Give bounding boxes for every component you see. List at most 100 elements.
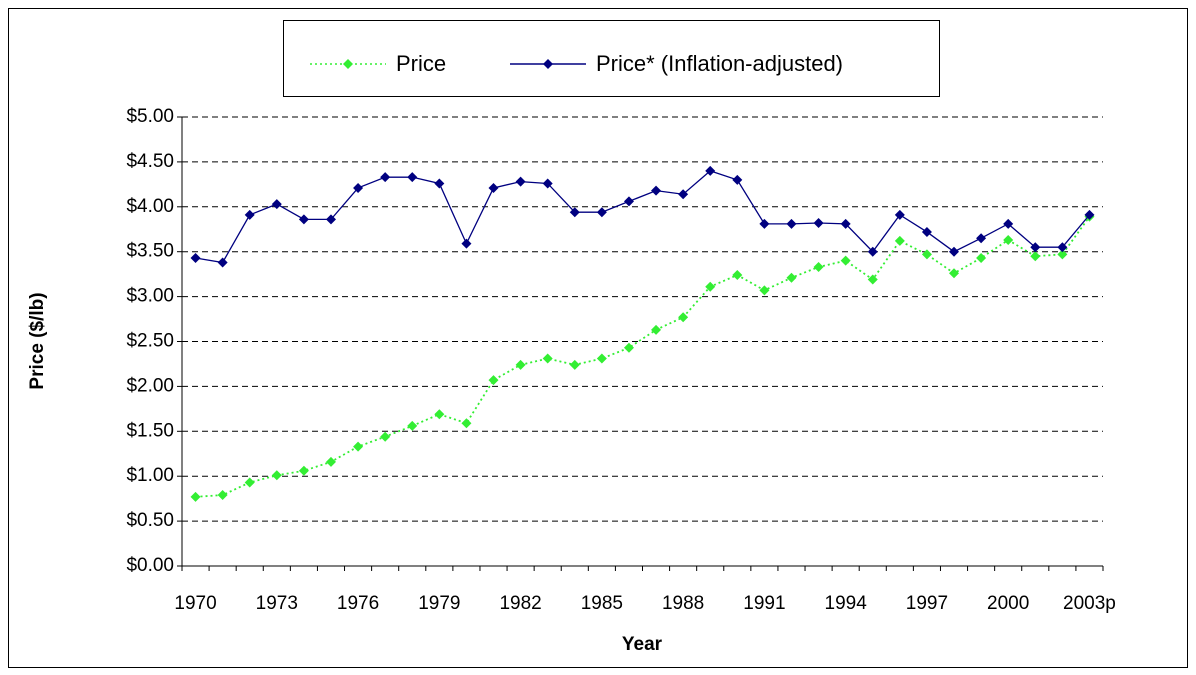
data-point <box>271 199 282 210</box>
data-point <box>298 465 309 476</box>
data-point <box>190 491 201 502</box>
x-tick-label: 1982 <box>499 593 541 614</box>
legend-box <box>283 20 940 97</box>
x-tick-label: 1985 <box>581 593 623 614</box>
y-tick-label: $0.50 <box>126 510 174 531</box>
data-point <box>596 353 607 364</box>
data-point <box>840 218 851 229</box>
data-point <box>1057 242 1068 253</box>
data-point <box>949 268 960 279</box>
data-point <box>1003 235 1014 246</box>
data-point <box>353 182 364 193</box>
data-point <box>813 217 824 228</box>
data-point <box>759 218 770 229</box>
data-point <box>515 176 526 187</box>
y-axis-title: Price ($/lb) <box>27 292 48 389</box>
data-point <box>732 174 743 185</box>
y-tick-label: $2.00 <box>126 375 174 396</box>
data-point <box>461 418 472 429</box>
data-point <box>298 214 309 225</box>
data-point <box>1030 242 1041 253</box>
data-point <box>976 233 987 244</box>
data-point <box>786 272 797 283</box>
data-point <box>407 420 418 431</box>
legend-marker <box>343 59 353 69</box>
data-point <box>705 165 716 176</box>
data-point <box>434 178 445 189</box>
x-tick-label: 1988 <box>662 593 704 614</box>
y-tick-label: $5.00 <box>126 106 174 127</box>
data-point <box>515 359 526 370</box>
data-point <box>867 246 878 257</box>
data-point <box>894 209 905 220</box>
data-point <box>651 324 662 335</box>
data-point <box>407 172 418 183</box>
chart-border <box>8 8 1188 668</box>
y-tick-label: $1.50 <box>126 420 174 441</box>
data-point <box>353 441 364 452</box>
data-point <box>840 255 851 266</box>
data-point <box>217 490 228 501</box>
x-axis-title: Year <box>622 634 663 655</box>
x-tick-label: 1976 <box>337 593 379 614</box>
data-point <box>569 207 580 218</box>
data-point <box>488 182 499 193</box>
data-point <box>380 172 391 183</box>
legend-label: Price <box>396 51 446 76</box>
data-point <box>325 456 336 467</box>
data-point <box>244 209 255 220</box>
y-tick-label: $3.00 <box>126 286 174 307</box>
x-tick-label: 1991 <box>743 593 785 614</box>
data-point <box>488 375 499 386</box>
data-point <box>759 285 770 296</box>
series-line <box>195 216 1091 498</box>
data-point <box>651 185 662 196</box>
x-tick-label: 1970 <box>174 593 216 614</box>
data-point <box>542 178 553 189</box>
x-tick-label: 1997 <box>906 593 948 614</box>
data-point <box>1057 249 1068 260</box>
data-point <box>813 261 824 272</box>
data-point <box>921 249 932 260</box>
data-point <box>461 238 472 249</box>
x-tick-label: 1979 <box>418 593 460 614</box>
data-point <box>596 207 607 218</box>
data-point <box>325 214 336 225</box>
y-tick-label: $3.50 <box>126 241 174 262</box>
y-tick-label: $4.50 <box>126 151 174 172</box>
data-point <box>867 274 878 285</box>
data-point <box>678 312 689 323</box>
x-tick-label: 2000 <box>987 593 1029 614</box>
data-point <box>271 470 282 481</box>
data-point <box>976 252 987 263</box>
data-point <box>380 431 391 442</box>
data-point <box>705 281 716 292</box>
data-point <box>569 359 580 370</box>
data-point <box>894 235 905 246</box>
series-line <box>195 170 1090 264</box>
x-tick-label: 1994 <box>825 593 868 614</box>
data-point <box>542 353 553 364</box>
data-point <box>623 196 634 207</box>
data-point <box>732 270 743 281</box>
data-point <box>678 189 689 200</box>
data-point <box>190 252 201 263</box>
data-point <box>1084 209 1095 220</box>
y-tick-label: $4.00 <box>126 196 174 217</box>
data-point <box>434 409 445 420</box>
y-tick-label: $0.00 <box>126 555 174 576</box>
legend-label: Price* (Inflation-adjusted) <box>596 51 843 76</box>
data-point <box>949 246 960 257</box>
y-tick-label: $2.50 <box>126 331 174 352</box>
x-tick-label: 1973 <box>256 593 298 614</box>
data-point <box>217 257 228 268</box>
data-point <box>921 226 932 237</box>
data-point <box>244 477 255 488</box>
x-tick-label: 2003p <box>1063 593 1116 614</box>
data-point <box>1003 218 1014 229</box>
data-point <box>1030 251 1041 262</box>
data-point <box>786 218 797 229</box>
legend-marker <box>543 59 553 69</box>
y-tick-label: $1.00 <box>126 465 174 486</box>
